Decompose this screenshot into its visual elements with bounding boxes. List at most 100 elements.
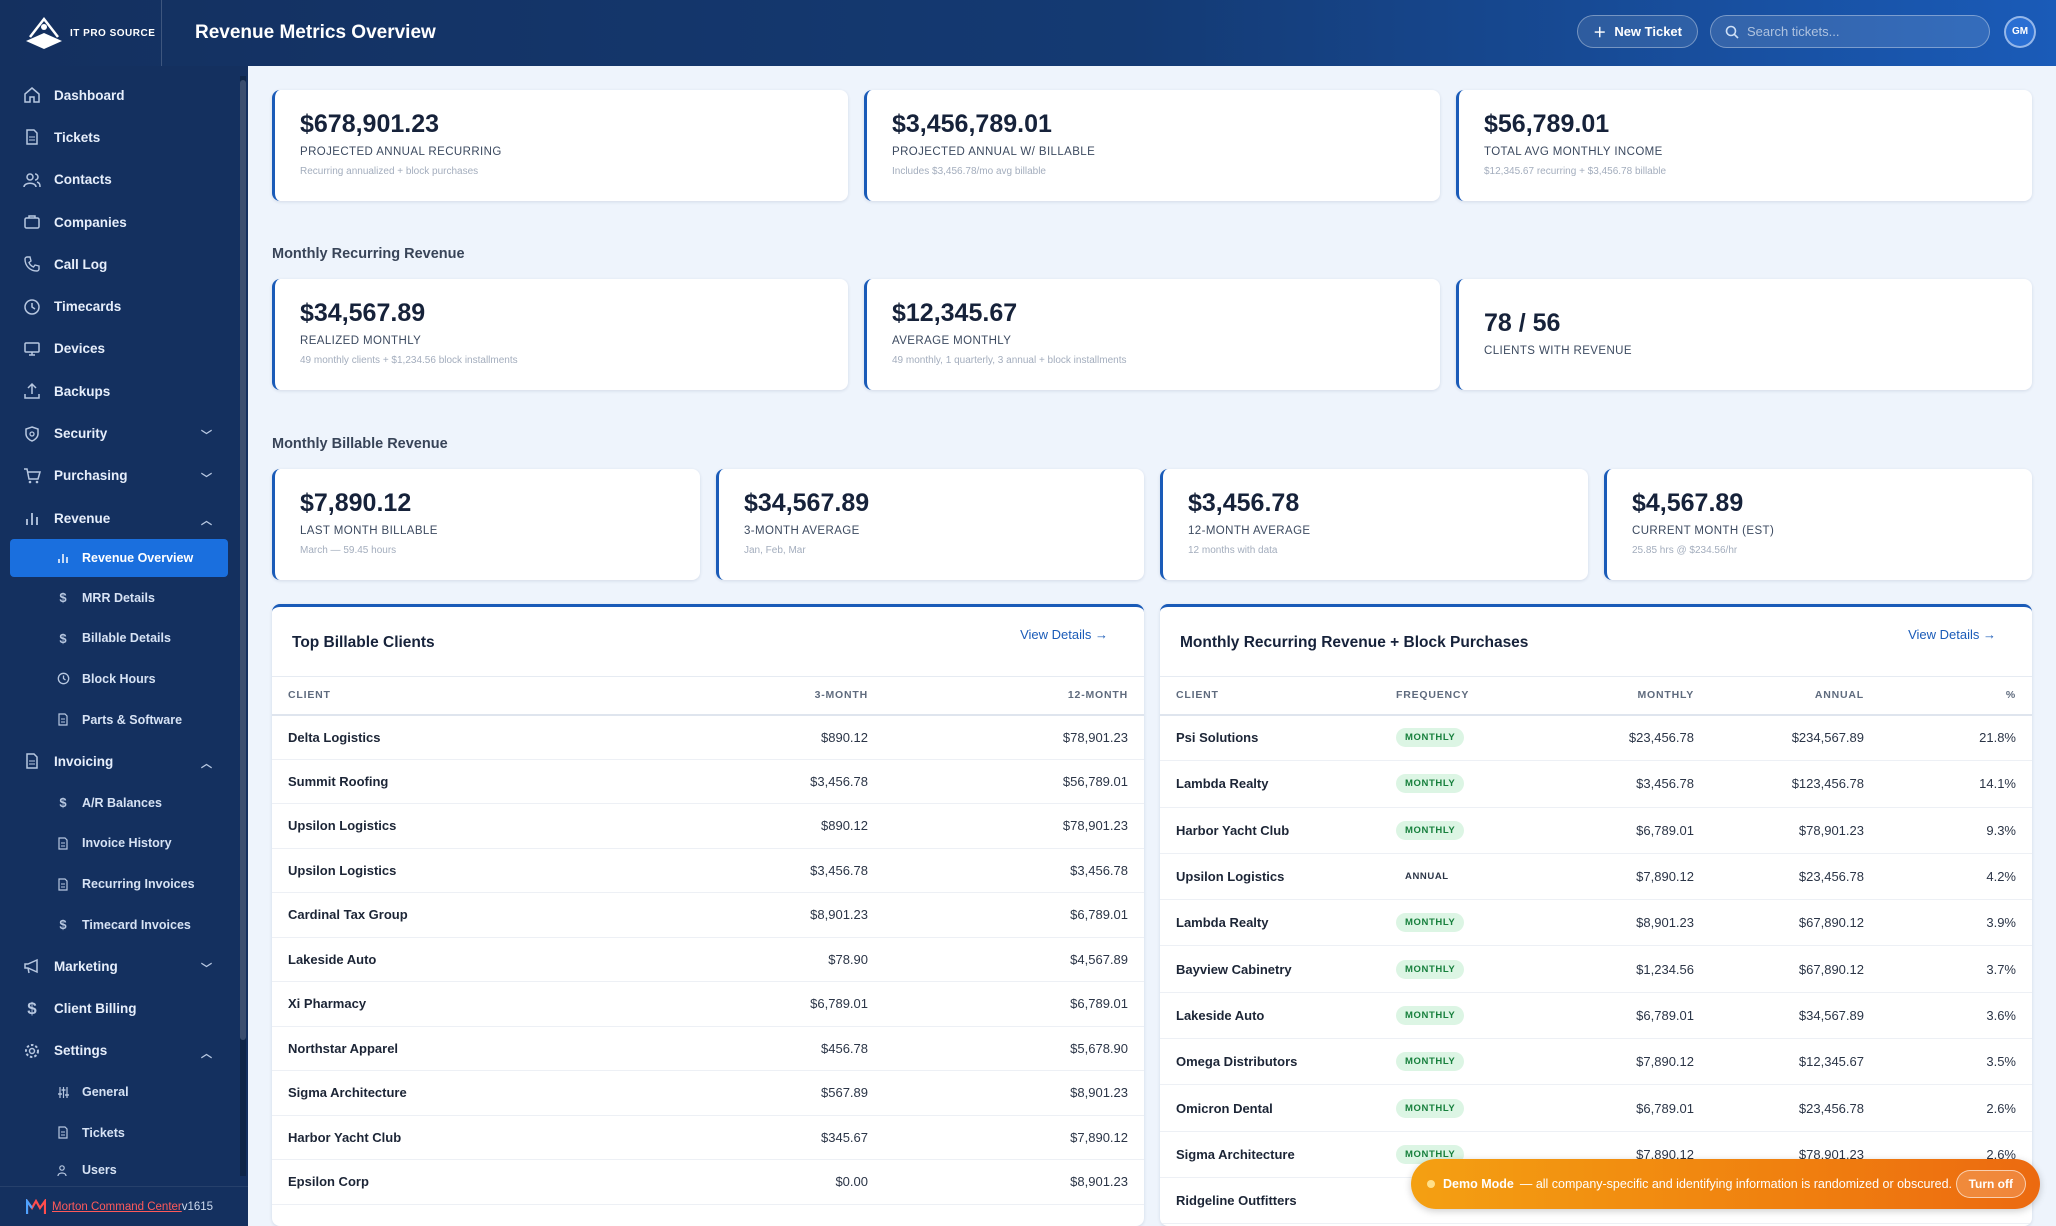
sidebar-item-call-log[interactable]: Call Log: [0, 243, 248, 285]
sidebar-subitem-revenue-overview[interactable]: Revenue Overview: [10, 539, 228, 578]
column-header-monthly[interactable]: MONTHLY: [1530, 676, 1710, 716]
sidebar-subitem-label: MRR Details: [82, 590, 155, 605]
search-icon: [1725, 25, 1739, 39]
sidebar-item-contacts[interactable]: Contacts: [0, 159, 248, 201]
chevron-up-icon[interactable]: ︿: [201, 514, 212, 527]
table-row[interactable]: Harbor Yacht Club MONTHLY $6,789.01 $78,901…: [1160, 807, 2032, 854]
view-details-link[interactable]: View Details →: [1020, 627, 1108, 642]
sidebar-subitem-timecard-invoices[interactable]: $ Timecard Invoices: [0, 904, 248, 945]
sidebar-item-timecards[interactable]: Timecards: [0, 285, 248, 327]
sidebar-subitem-general[interactable]: General: [0, 1072, 248, 1113]
sidebar-subitem-block-hours[interactable]: Block Hours: [0, 659, 248, 700]
sidebar-item-dashboard[interactable]: Dashboard: [0, 74, 248, 116]
scrollbar-thumb[interactable]: [240, 80, 246, 1040]
table-row[interactable]: Omicron Dental MONTHLY $6,789.01 $23,456.78…: [1160, 1084, 2032, 1132]
sidebar-subitem-recurring-invoices[interactable]: Recurring Invoices: [0, 864, 248, 905]
table-row[interactable]: Upsilon Logistics $890.12 $78,901.23: [272, 803, 1144, 849]
sidebar-subitem-ar-balances[interactable]: $ A/R Balances: [0, 782, 248, 823]
value-12-month: $4,567.89: [884, 937, 1144, 982]
column-header-12-month[interactable]: 12-MONTH: [884, 676, 1144, 716]
table-row[interactable]: Northstar Apparel $456.78 $5,678.90: [272, 1026, 1144, 1071]
column-header-annual[interactable]: ANNUAL: [1710, 676, 1880, 716]
sidebar-item-revenue[interactable]: Revenue ︿: [0, 497, 248, 539]
column-header-percent[interactable]: %: [1880, 676, 2032, 716]
search-input[interactable]: [1747, 24, 1967, 39]
column-header-frequency[interactable]: FREQUENCY: [1380, 676, 1530, 716]
sidebar-subitem-settings-tickets[interactable]: Tickets: [0, 1113, 248, 1154]
table-row[interactable]: Sigma Architecture $567.89 $8,901.23: [272, 1070, 1144, 1116]
sidebar-subitem-mrr-details[interactable]: $ MRR Details: [0, 577, 248, 618]
value-12-month: $8,901.23: [884, 1070, 1144, 1116]
table-row[interactable]: Upsilon Logistics $3,456.78 $3,456.78: [272, 848, 1144, 893]
sidebar-subitem-parts-software[interactable]: Parts & Software: [0, 699, 248, 740]
turn-off-button[interactable]: Turn off: [1955, 1170, 2026, 1198]
monthly-value: $7,890.12: [1530, 1038, 1710, 1086]
chevron-down-icon[interactable]: ﹀: [201, 472, 212, 485]
column-header-3-month[interactable]: 3-MONTH: [684, 676, 884, 716]
percent-value: 3.7%: [1880, 945, 2032, 993]
table-row[interactable]: Lakeside Auto $78.90 $4,567.89: [272, 937, 1144, 982]
sidebar-subitem-billable-details[interactable]: $ Billable Details: [0, 618, 248, 659]
column-header-client[interactable]: CLIENT: [1160, 676, 1380, 716]
sidebar-item-backups[interactable]: Backups: [0, 370, 248, 412]
user-avatar[interactable]: GM: [2004, 15, 2036, 48]
chevron-up-icon[interactable]: ︿: [201, 758, 212, 771]
chevron-down-icon[interactable]: ﹀: [201, 430, 212, 443]
logo[interactable]: IT PRO SOURCE: [0, 0, 162, 66]
chevron-up-icon[interactable]: ︿: [201, 1047, 212, 1060]
sidebar-subitem-invoice-history[interactable]: Invoice History: [0, 823, 248, 864]
table-row[interactable]: Lambda Realty MONTHLY $8,901.23 $67,890.12 3…: [1160, 899, 2032, 947]
sidebar-subitem-users[interactable]: Users: [0, 1153, 248, 1177]
gear-icon: [22, 1041, 42, 1061]
sidebar-item-purchasing[interactable]: Purchasing ﹀: [0, 455, 248, 497]
document-icon: [22, 127, 42, 147]
table-row[interactable]: Lakeside Auto MONTHLY $6,789.01 $34,567.89 3…: [1160, 992, 2032, 1040]
frequency-cell: MONTHLY: [1380, 1038, 1530, 1086]
chevron-down-icon[interactable]: ﹀: [201, 963, 212, 976]
client-name: Upsilon Logistics: [272, 803, 684, 849]
sidebar-subitem-label: Tickets: [82, 1125, 125, 1140]
table-row[interactable]: Omega Distributors MONTHLY $7,890.12 $12,34…: [1160, 1038, 2032, 1086]
new-ticket-button[interactable]: ＋ New Ticket: [1577, 15, 1698, 48]
sidebar-item-companies[interactable]: Companies: [0, 201, 248, 243]
search-box[interactable]: [1710, 15, 1990, 48]
sidebar-item-settings[interactable]: Settings ︿: [0, 1030, 248, 1072]
sidebar-subitem-label: Revenue Overview: [82, 551, 194, 566]
new-ticket-label: New Ticket: [1614, 24, 1682, 39]
table-row[interactable]: Delta Logistics $890.12 $78,901.23: [272, 714, 1144, 760]
mrr-block-table: CLIENT FREQUENCY MONTHLY ANNUAL % Psi So…: [1160, 676, 2032, 1225]
sidebar-scrollbar[interactable]: [240, 76, 246, 1176]
table-row[interactable]: Xi Pharmacy $6,789.01 $6,789.01: [272, 981, 1144, 1027]
frequency-badge: MONTHLY: [1396, 1052, 1465, 1072]
sidebar-footer: Morton Command Center v1615: [0, 1186, 248, 1226]
sidebar-item-marketing[interactable]: Marketing ﹀: [0, 945, 248, 987]
sidebar-item-devices[interactable]: Devices: [0, 328, 248, 370]
table-row[interactable]: Lambda Realty MONTHLY $3,456.78 $123,456.78…: [1160, 760, 2032, 808]
table-row[interactable]: Psi Solutions MONTHLY $23,456.78 $234,567.8…: [1160, 714, 2032, 762]
sidebar-item-invoicing[interactable]: Invoicing ︿: [0, 740, 248, 782]
table-row[interactable]: Bayview Cabinetry MONTHLY $1,234.56 $67,890…: [1160, 945, 2032, 993]
table-row[interactable]: Epsilon Corp $0.00 $8,901.23: [272, 1159, 1144, 1205]
sidebar-item-security[interactable]: Security ﹀: [0, 412, 248, 454]
value-12-month: $6,789.01: [884, 892, 1144, 938]
view-details-link[interactable]: View Details →: [1908, 627, 1996, 642]
sidebar-item-tickets[interactable]: Tickets: [0, 116, 248, 158]
table-row[interactable]: Upsilon Logistics ANNUAL $7,890.12 $23,456.…: [1160, 853, 2032, 901]
column-header-client[interactable]: CLIENT: [272, 676, 684, 716]
billable-card-current-month: $4,567.89 Current Month (Est) 25.85 hrs …: [1604, 469, 2032, 580]
table-row[interactable]: Harbor Yacht Club $345.67 $7,890.12: [272, 1115, 1144, 1160]
sidebar-item-client-billing[interactable]: $ Client Billing: [0, 987, 248, 1029]
value-3-month: $567.89: [684, 1070, 884, 1116]
table-row[interactable]: Cardinal Tax Group $8,901.23 $6,789.01: [272, 892, 1144, 938]
card-label: Realized Monthly: [300, 335, 422, 347]
sidebar-subitem-label: Parts & Software: [82, 712, 183, 727]
percent-value: 4.2%: [1880, 853, 2032, 901]
value-12-month: $8,901.23: [884, 1159, 1144, 1205]
value-3-month: $78.90: [684, 937, 884, 982]
brand-link[interactable]: Morton Command Center: [52, 1200, 182, 1213]
card-label: Last Month Billable: [300, 525, 438, 537]
table-row[interactable]: Summit Roofing $3,456.78 $56,789.01: [272, 759, 1144, 804]
mrr-card-clients-with-revenue: 78 / 56 Clients With Revenue: [1456, 279, 2032, 390]
clock-icon: [56, 672, 70, 686]
card-label: 12-Month Average: [1188, 525, 1311, 537]
